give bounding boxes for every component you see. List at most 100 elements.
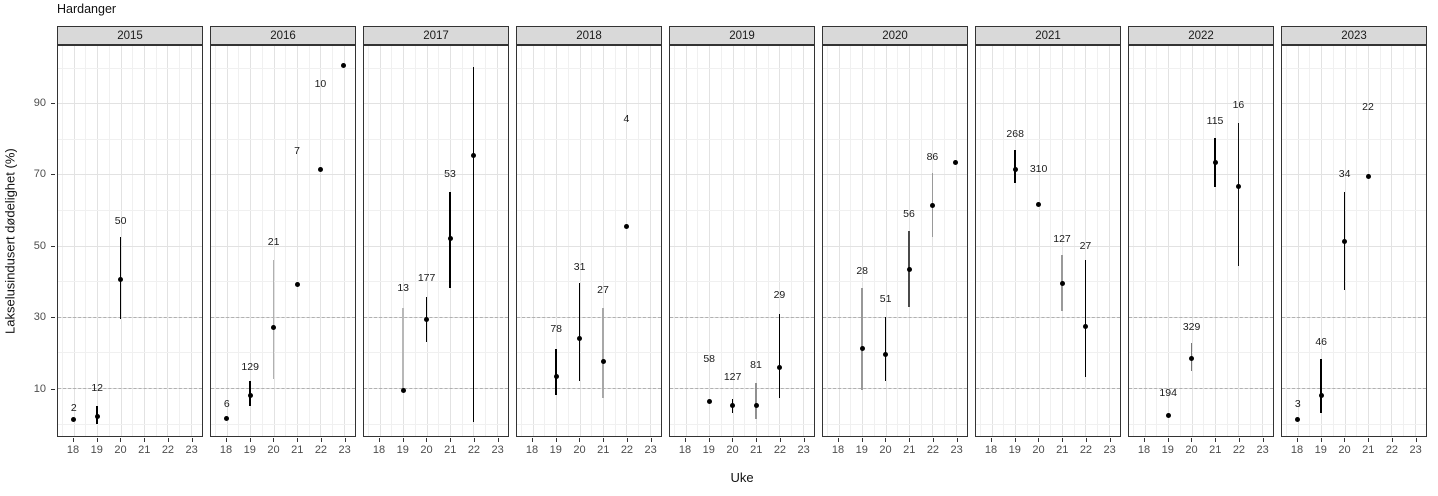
grid-line-major [1168,46,1170,436]
grid-line-major [1282,103,1426,105]
x-tick-mark [473,438,475,442]
reference-line-30 [976,316,1120,318]
x-tick-label: 22 [1079,444,1093,456]
x-tick-mark [73,438,74,442]
grid-line-major [802,46,804,436]
count-label: 53 [444,168,456,181]
x-tick-mark [1191,438,1193,442]
reference-line-10 [823,387,967,389]
grid-line-minor [614,46,616,436]
x-tick-mark [885,438,887,442]
grid-line-minor [976,67,1120,69]
grid-line-major [1129,245,1273,247]
grid-line-minor [944,46,946,436]
count-label: 268 [1006,127,1024,140]
reference-line-30 [517,316,661,318]
x-tick-label: 20 [1032,444,1045,456]
reference-line-30 [1282,316,1426,318]
x-tick-label: 23 [338,444,351,456]
grid-line-minor [544,46,546,436]
facet-strip-2019: 2019 [669,26,815,45]
x-tick-label: 19 [702,444,715,456]
count-label: 58 [703,353,716,366]
data-point [706,398,712,404]
x-tick-label: 19 [243,444,256,456]
grid-line-major [364,103,508,105]
grid-line-major [403,46,405,436]
data-point [247,392,253,398]
grid-line-major [670,103,814,105]
grid-line-major [1144,46,1146,436]
x-tick-mark [803,438,805,442]
x-tick-mark [167,438,169,442]
grid-line-minor [58,281,202,283]
error-bar [1014,150,1016,183]
grid-line-minor [976,210,1120,212]
data-point [271,324,277,330]
grid-line-major [976,103,1120,105]
grid-line-major [955,46,957,436]
x-tick-mark [555,438,557,442]
grid-line-major [1215,46,1217,436]
grid-line-minor [591,46,593,436]
grid-line-minor [873,46,875,436]
x-tick-label: 21 [1056,444,1069,456]
grid-line-minor [1282,423,1426,425]
x-tick-label: 20 [726,444,739,456]
reference-line-30 [823,316,967,318]
grid-line-major [532,46,534,436]
data-point [1165,413,1171,419]
x-tick-mark [497,438,499,442]
x-tick-label: 22 [620,444,634,456]
x-tick-label: 19 [855,444,868,456]
x-tick-mark [838,438,839,442]
grid-line-major [1297,46,1299,436]
x-tick-mark [685,438,686,442]
data-point [71,417,77,423]
grid-line-major [1368,46,1370,436]
data-point [600,359,606,365]
count-label: 86 [926,150,939,163]
grid-line-minor [132,46,134,436]
grid-line-major [709,46,711,436]
x-tick-label: 20 [114,444,127,456]
reference-line-10 [211,387,355,389]
x-tick-label: 18 [984,444,998,456]
grid-line-major [1414,46,1416,436]
data-point [753,403,759,409]
grid-line-minor [332,46,334,436]
grid-line-minor [517,352,661,354]
x-tick-label: 19 [396,444,409,456]
grid-line-minor [976,281,1120,283]
count-label: 27 [597,284,609,297]
x-tick-mark [626,438,628,442]
x-tick-mark [1297,438,1298,442]
grid-line-minor [517,423,661,425]
x-tick-mark [1415,438,1417,442]
grid-line-minor [670,210,814,212]
grid-line-major [685,46,687,436]
reference-line-10 [517,387,661,389]
grid-line-minor [823,210,967,212]
x-tick-label: 22 [1385,444,1399,456]
x-tick-mark [1391,438,1393,442]
x-tick-mark [1062,438,1064,442]
grid-line-minor [1129,210,1273,212]
x-tick-mark [1109,438,1111,442]
grid-line-major [58,174,202,176]
data-point [1342,238,1348,244]
data-point [859,345,865,351]
grid-line-minor [1073,46,1075,436]
x-tick-mark [756,438,758,442]
count-label: 34 [1338,168,1351,181]
count-label: 177 [417,271,436,284]
grid-line-minor [485,46,487,436]
grid-line-major [670,174,814,176]
grid-line-major [226,46,228,436]
grid-line-minor [238,46,240,436]
count-label: 3 [1294,397,1301,410]
y-tick-mark [51,174,55,176]
data-point [906,267,912,273]
x-tick-label: 21 [903,444,916,456]
reference-line-30 [670,316,814,318]
